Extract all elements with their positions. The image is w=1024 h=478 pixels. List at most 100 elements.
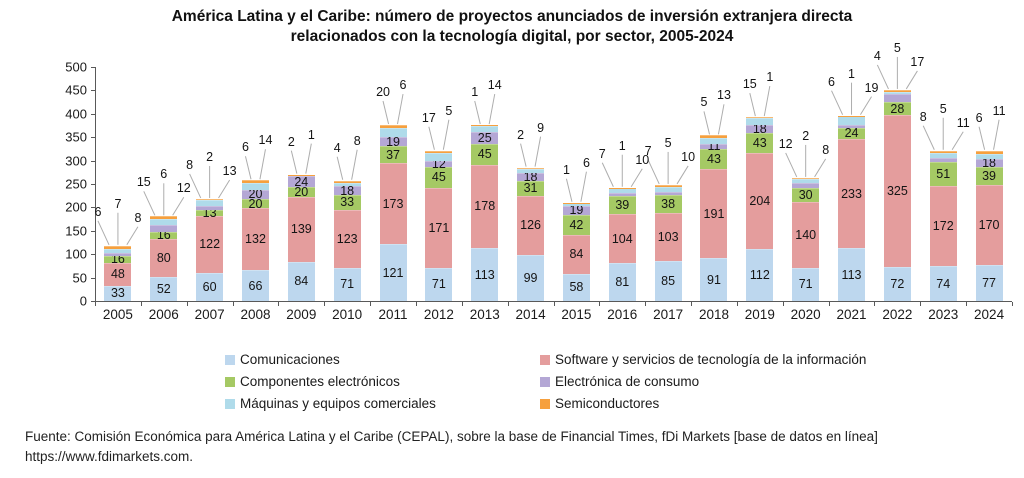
- x-axis-tick: [782, 302, 784, 306]
- segment-sw-2023: 172: [929, 185, 957, 267]
- leader-line: [172, 197, 185, 216]
- y-axis-tick: [91, 160, 95, 162]
- segment-comp-2016: 39: [608, 196, 636, 215]
- leader-line: [703, 111, 711, 135]
- segment-label: 31: [523, 181, 538, 196]
- source-line1: Fuente: Comisión Económica para América …: [25, 429, 878, 444]
- segment-label: 39: [615, 198, 630, 213]
- segment-comp-2019: 43: [746, 133, 774, 154]
- y-axis-tick: [91, 137, 95, 139]
- callout-label-2016: 1: [618, 138, 626, 153]
- segment-maq-2005: [104, 249, 132, 253]
- segment-label: 71: [431, 277, 446, 292]
- segment-maq-2006: [150, 219, 178, 225]
- leader-line: [382, 100, 390, 125]
- x-tick-label-2016: 2016: [607, 307, 638, 322]
- x-axis-line: [95, 301, 1012, 302]
- x-axis-tick: [186, 302, 188, 306]
- callout-label-2008: 14: [258, 133, 273, 148]
- x-tick-label-2024: 2024: [974, 307, 1005, 322]
- callout-label-2007: 8: [186, 157, 194, 172]
- y-tick-label: 200: [65, 199, 87, 215]
- callout-label-2020: 8: [822, 142, 830, 157]
- leader-line: [565, 178, 573, 202]
- segment-label: 204: [749, 193, 771, 208]
- x-tick-label-2005: 2005: [102, 307, 133, 322]
- legend-swatch-cons-icon: [540, 377, 550, 387]
- callout-label-2016: 10: [635, 152, 650, 167]
- segment-label: 16: [110, 252, 125, 267]
- legend-label: Electrónica de consumo: [555, 374, 700, 389]
- x-axis-tick: [95, 302, 96, 306]
- y-axis-tick: [91, 184, 95, 185]
- x-tick-label-2019: 2019: [744, 307, 775, 322]
- segment-comp-2020: 30: [792, 188, 820, 203]
- y-axis-tick: [91, 277, 95, 279]
- leader-line: [488, 93, 496, 125]
- y-axis-tick: [91, 254, 95, 256]
- callout-label-2024: 6: [975, 110, 983, 125]
- source-note: Fuente: Comisión Económica para América …: [25, 427, 1005, 467]
- segment-maq-2014: [517, 168, 545, 173]
- segment-label: 77: [982, 275, 997, 290]
- legend-item-cons: Electrónica de consumo: [540, 374, 699, 389]
- segment-com-2014: 99: [517, 254, 545, 301]
- callout-label-2022: 5: [893, 40, 901, 55]
- segment-com-2017: 85: [654, 261, 682, 301]
- segment-label: 24: [294, 174, 309, 189]
- leader-line: [259, 149, 266, 180]
- segment-label: 171: [428, 220, 450, 235]
- segment-semi-2020: [792, 177, 820, 179]
- segment-label: 42: [569, 217, 584, 232]
- y-axis-line: [95, 67, 96, 302]
- leader-line: [143, 191, 156, 216]
- callout-label-2018: 13: [717, 88, 731, 103]
- segment-maq-2022: [883, 91, 911, 95]
- segment-label: 45: [477, 147, 492, 162]
- segment-com-2005: 33: [104, 285, 132, 301]
- x-axis-tick: [324, 302, 326, 306]
- segment-label: 58: [569, 280, 584, 295]
- segment-label: 24: [844, 126, 859, 141]
- bar-2008: 66 132 20 20: [241, 180, 269, 301]
- segment-label: 113: [841, 267, 862, 282]
- leader-line: [189, 173, 202, 199]
- segment-label: 325: [886, 184, 908, 199]
- bar-2020: 71 140 30: [792, 177, 820, 301]
- callout-label-2019: 15: [742, 77, 757, 92]
- bar-2016: 81 104 39: [608, 187, 636, 301]
- leader-line: [290, 150, 298, 174]
- y-axis-tick: [91, 113, 95, 115]
- segment-maq-2018: [700, 137, 728, 144]
- segment-label: 52: [156, 281, 171, 296]
- segment-cons-2008: 20: [241, 188, 269, 201]
- segment-label: 30: [798, 188, 813, 203]
- callout-label-2007: 2: [206, 149, 214, 164]
- segment-sw-2009: 139: [287, 196, 315, 262]
- segment-label: 16: [156, 228, 171, 243]
- segment-com-2015: 58: [562, 273, 590, 301]
- segment-comp-2010: 33: [333, 194, 361, 211]
- leader-line: [428, 126, 435, 150]
- leader-line: [951, 131, 964, 151]
- segment-comp-2009: 20: [287, 186, 315, 198]
- x-tick-label-2006: 2006: [148, 307, 179, 322]
- segment-maq-2010: [333, 182, 361, 187]
- y-axis-tick: [91, 67, 95, 68]
- x-axis-tick: [461, 302, 463, 306]
- x-axis-tick: [966, 302, 968, 306]
- segment-sw-2012: 171: [425, 187, 453, 268]
- segment-cons-2022: [883, 94, 911, 103]
- bar-2013: 113 178 45 25: [471, 125, 499, 301]
- legend-item-maq: Máquinas y equipos comerciales: [225, 396, 436, 411]
- legend-item-semi: Semiconductores: [540, 396, 659, 411]
- segment-label: 123: [336, 231, 358, 246]
- segment-comp-2011: 37: [379, 146, 407, 164]
- segment-label: 18: [982, 155, 997, 170]
- segment-label: 140: [795, 228, 817, 242]
- callout-label-2013: 1: [471, 85, 479, 100]
- bar-2011: 121 173 37 19: [379, 125, 407, 301]
- segment-cons-2015: 19: [562, 204, 590, 217]
- segment-cons-2021: [838, 125, 866, 128]
- segment-semi-2017: [654, 184, 682, 188]
